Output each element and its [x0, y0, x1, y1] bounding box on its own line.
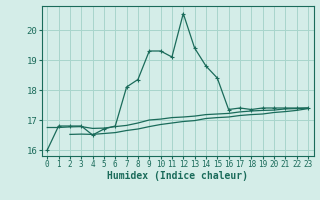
X-axis label: Humidex (Indice chaleur): Humidex (Indice chaleur): [107, 171, 248, 181]
